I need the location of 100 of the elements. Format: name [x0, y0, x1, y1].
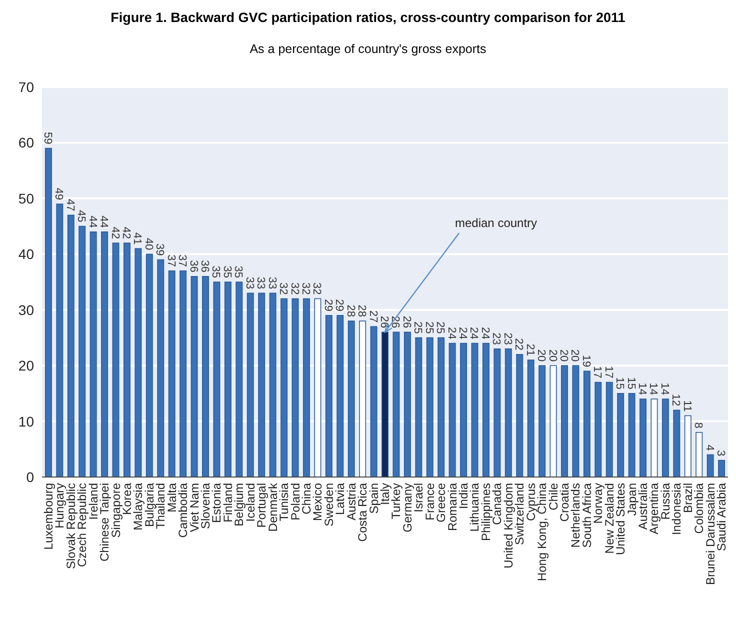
bar [348, 320, 355, 478]
bar [269, 292, 276, 478]
data-label: 45 [75, 210, 88, 222]
data-label: 25 [422, 321, 435, 334]
bar [415, 337, 422, 478]
bar [78, 226, 86, 478]
bar [583, 370, 590, 478]
data-label: 35 [220, 266, 233, 278]
data-label: 11 [680, 400, 693, 412]
bar [404, 332, 411, 478]
bar [236, 282, 243, 478]
x-tick-label: Malta [164, 482, 179, 512]
bar [370, 326, 378, 478]
bar [44, 148, 52, 478]
bar [438, 337, 445, 478]
bar [246, 292, 254, 478]
y-tick-label: 10 [18, 413, 34, 430]
x-tick-label: Malaysia [131, 482, 146, 530]
bar [325, 315, 332, 478]
data-label: 20 [546, 349, 558, 362]
data-label: 36 [187, 260, 200, 272]
y-tick-label: 60 [18, 134, 34, 151]
data-label: 17 [602, 366, 614, 378]
data-label: 49 [52, 188, 65, 200]
data-label: 37 [176, 254, 188, 267]
data-label: 32 [310, 282, 323, 295]
data-label: 17 [591, 366, 604, 378]
y-tick-label: 20 [18, 358, 34, 374]
bar [101, 231, 108, 478]
data-label: 44 [98, 216, 110, 228]
bar [718, 460, 726, 478]
y-tick-label: 0 [26, 469, 34, 485]
bar [617, 393, 624, 478]
chart-subtitle: As a percentage of country's gross exports [250, 42, 486, 56]
bar [561, 365, 568, 478]
data-label: 33 [254, 276, 267, 290]
data-label: 40 [142, 238, 154, 250]
x-tick-label: Belgium [232, 483, 246, 526]
data-label: 25 [434, 321, 446, 334]
data-label: 3 [714, 450, 727, 456]
bar [628, 393, 636, 478]
data-label: 36 [198, 260, 211, 272]
data-label: 21 [524, 344, 536, 356]
x-tick-label: France [422, 482, 437, 520]
y-tick-label: 70 [18, 79, 34, 95]
y-tick-label: 30 [18, 302, 34, 318]
bar [56, 204, 64, 478]
bar [258, 292, 266, 478]
bar [460, 342, 468, 478]
bar [280, 298, 288, 478]
data-label: 24 [445, 327, 458, 340]
data-label: 22 [512, 338, 525, 350]
bar [146, 254, 153, 478]
bar [606, 382, 613, 478]
bar [662, 398, 669, 478]
bar [706, 454, 714, 478]
data-label: 44 [86, 216, 98, 228]
data-label: 42 [120, 226, 132, 239]
data-label: 14 [636, 382, 648, 395]
bar [213, 282, 220, 478]
data-label: 29 [322, 299, 334, 312]
data-label: 20 [557, 349, 570, 362]
x-tick-label: Saudi Arabia [714, 482, 729, 552]
data-label: 19 [580, 354, 592, 368]
data-label: 27 [366, 310, 379, 323]
data-label: 26 [378, 316, 390, 328]
data-label: 20 [568, 349, 581, 362]
annotation: median country [455, 216, 538, 230]
data-label: 32 [277, 282, 290, 295]
bar [673, 410, 680, 478]
x-tick-label: Cyprus [524, 483, 538, 522]
data-label: 41 [131, 232, 144, 245]
bar [572, 365, 580, 478]
bar [202, 276, 209, 478]
data-label: 33 [243, 276, 256, 290]
data-label: 24 [456, 327, 469, 340]
data-label: 14 [658, 382, 670, 395]
data-label: 23 [490, 332, 502, 345]
x-tick-label: Norway [591, 483, 606, 524]
data-label: 29 [333, 299, 346, 312]
bar [190, 276, 198, 478]
bar [112, 242, 120, 478]
data-label: 26 [389, 316, 402, 328]
data-label: 32 [299, 282, 312, 295]
bar [640, 398, 647, 478]
data-label: 24 [478, 327, 491, 340]
bar [516, 354, 524, 478]
bar [494, 348, 501, 478]
x-tick-label: Luxembourg [41, 483, 56, 550]
bar [302, 298, 310, 478]
data-label: 42 [108, 226, 121, 239]
x-tick-label: Portugal [254, 483, 269, 528]
bar [90, 231, 97, 478]
bar [504, 348, 512, 478]
data-label: 14 [647, 382, 660, 395]
bar [157, 259, 164, 478]
bar [292, 298, 299, 478]
data-label: 15 [624, 377, 637, 390]
bar [123, 242, 130, 478]
data-label: 12 [670, 394, 682, 406]
